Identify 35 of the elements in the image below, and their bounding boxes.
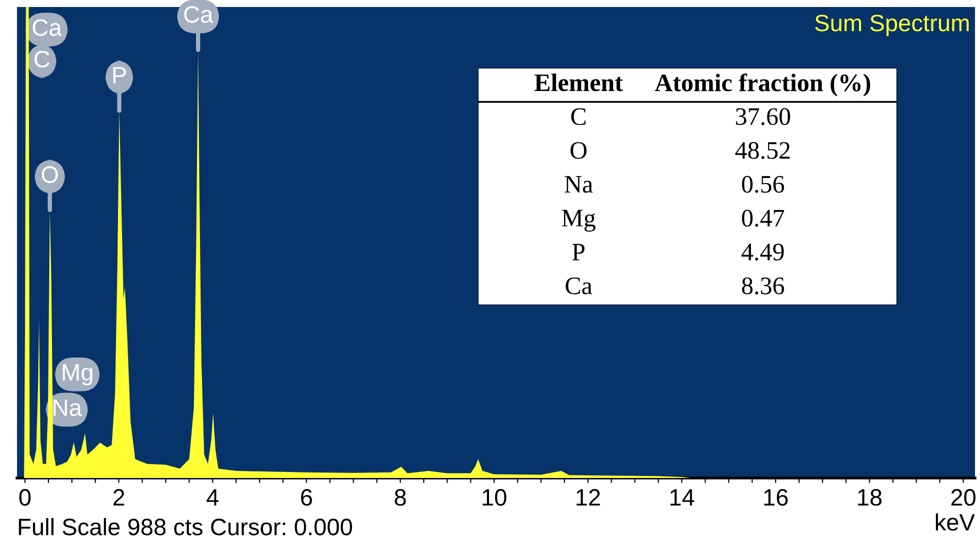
- annotation: O: [42, 166, 58, 184]
- text: 37.60: [736, 108, 790, 126]
- text: Atomic fraction (%): [654, 73, 870, 96]
- annotation: Na: [54, 400, 82, 416]
- category-label: Mg: [562, 210, 596, 232]
- text: Full Scale 988 cts Cursor: 0.000: [18, 518, 352, 536]
- text: 8.36: [742, 277, 784, 294]
- x-tick-label: 6: [301, 489, 312, 506]
- x-tick-label: 20: [951, 489, 976, 506]
- text: 48.52: [735, 142, 790, 160]
- x-axis-title: keV: [936, 513, 975, 531]
- x-tick-label: 8: [394, 489, 406, 506]
- category-label: P: [572, 244, 585, 260]
- annotation: P: [113, 67, 126, 84]
- annotation: Ca: [32, 19, 62, 36]
- x-tick-label: 16: [764, 489, 788, 506]
- x-tick-label: 12: [576, 489, 600, 506]
- category-label: Ca: [566, 278, 592, 294]
- text: 4.49: [742, 244, 784, 261]
- x-tick-label: 4: [206, 489, 219, 506]
- annotation: Sum Spectrum: [815, 14, 969, 36]
- annotation: C: [34, 50, 50, 68]
- x-tick-label: 14: [670, 489, 694, 506]
- x-tick-label: 2: [113, 489, 124, 506]
- x-tick-label: 10: [482, 489, 506, 506]
- annotation: Ca: [184, 6, 214, 23]
- category-label: Na: [564, 176, 593, 193]
- x-tick-label: 18: [858, 489, 882, 506]
- category-label: C: [571, 108, 586, 126]
- text: 0.47: [742, 210, 784, 227]
- x-tick-label: 0: [19, 489, 31, 506]
- text: 0.56: [742, 176, 784, 193]
- category-label: O: [570, 142, 587, 159]
- annotation: Mg: [62, 364, 92, 386]
- text: Element: [534, 74, 623, 92]
